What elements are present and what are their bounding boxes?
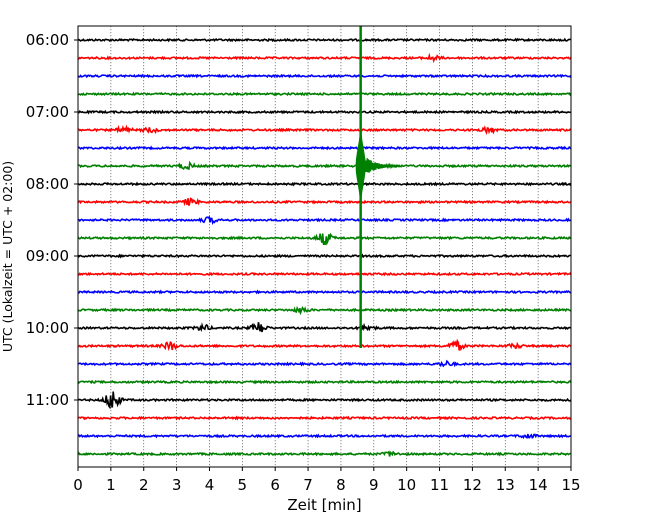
earthquake-signal — [355, 26, 401, 348]
trace-1145 — [77, 450, 572, 457]
x-tick-label: 11 — [430, 476, 449, 494]
x-tick-label: 1 — [106, 476, 116, 494]
y-tick-label: 11:00 — [26, 391, 69, 409]
x-axis-label: Zeit [min] — [287, 496, 361, 514]
x-axis-ticks: 0 1 2 3 4 5 6 7 8 9 10 11 12 13 14 15 — [73, 467, 581, 494]
trace-0845 — [77, 232, 572, 246]
trace-0800 — [77, 181, 572, 187]
trace-0915 — [77, 271, 572, 277]
y-axis-label: UTC (Lokalzeit = UTC + 02:00) — [0, 161, 15, 352]
x-tick-label: 6 — [270, 476, 280, 494]
y-tick-label: 06:00 — [26, 31, 69, 49]
trace-1130 — [77, 433, 572, 439]
trace-0645 — [77, 91, 572, 97]
trace-0715 — [77, 124, 572, 136]
x-tick-label: 10 — [397, 476, 416, 494]
trace-1115 — [77, 415, 572, 421]
y-tick-label: 09:00 — [26, 247, 69, 265]
x-tick-label: 4 — [205, 476, 215, 494]
trace-1000 — [77, 322, 572, 333]
trace-0745 — [77, 160, 572, 170]
trace-1100 — [77, 391, 572, 410]
y-tick-label: 10:00 — [26, 319, 69, 337]
y-axis-ticks: 06:00 07:00 08:00 09:00 10:00 11:00 — [26, 31, 78, 409]
x-tick-label: 5 — [238, 476, 248, 494]
x-tick-label: 0 — [73, 476, 83, 494]
y-tick-label: 08:00 — [26, 175, 69, 193]
x-tick-label: 2 — [139, 476, 149, 494]
trace-1030 — [77, 359, 572, 368]
trace-0630 — [77, 73, 572, 79]
trace-0945 — [77, 305, 572, 316]
x-tick-label: 9 — [369, 476, 379, 494]
x-tick-label: 12 — [463, 476, 482, 494]
trace-0900 — [77, 253, 572, 259]
trace-0615 — [77, 52, 572, 64]
trace-0930 — [77, 289, 572, 295]
trace-0730 — [77, 145, 572, 151]
x-tick-label: 14 — [529, 476, 548, 494]
trace-1015 — [77, 338, 572, 352]
x-tick-label: 7 — [303, 476, 313, 494]
plot-frame — [77, 25, 572, 468]
y-tick-label: 07:00 — [26, 103, 69, 121]
x-tick-label: 15 — [561, 476, 580, 494]
seismic-traces — [77, 37, 572, 457]
trace-1045 — [77, 379, 572, 385]
x-tick-label: 8 — [336, 476, 346, 494]
x-tick-label: 3 — [172, 476, 182, 494]
trace-0830 — [77, 215, 572, 226]
main-event-wave — [360, 155, 401, 176]
trace-0815 — [77, 197, 572, 207]
trace-0700 — [77, 109, 572, 115]
trace-0600 — [77, 37, 572, 43]
x-tick-label: 13 — [496, 476, 515, 494]
